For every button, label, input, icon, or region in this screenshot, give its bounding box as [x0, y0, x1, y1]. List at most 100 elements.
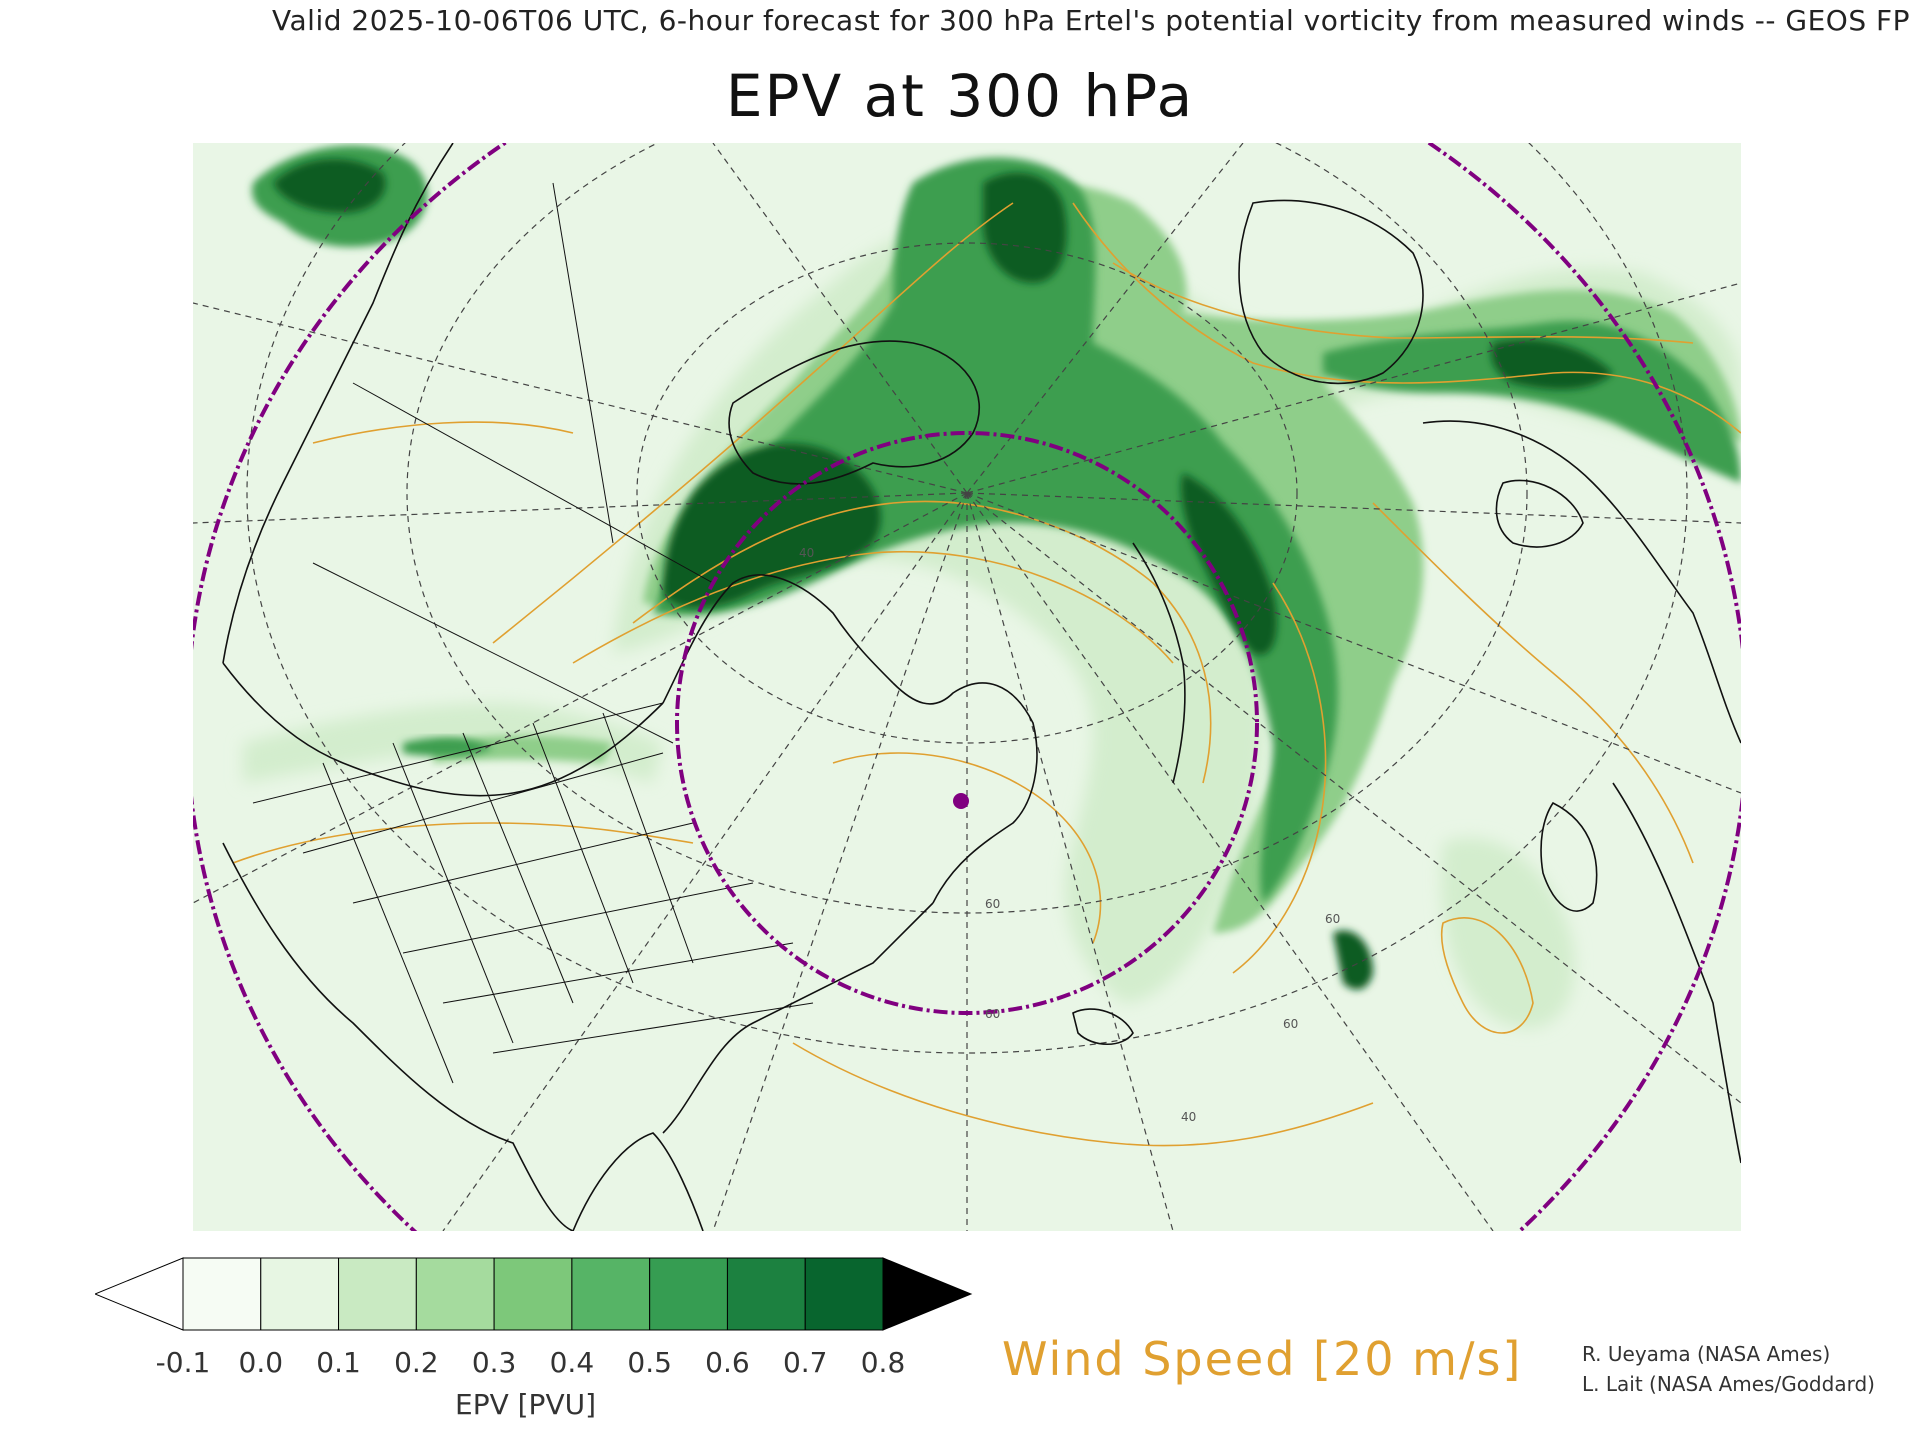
wind-contour — [232, 822, 694, 864]
wind-speed-contours — [232, 202, 1741, 1147]
coastline — [662, 902, 934, 1134]
graticule-line — [442, 492, 968, 1231]
coastlines — [222, 143, 1741, 1231]
wind-contour — [312, 421, 574, 444]
coastline — [1422, 420, 1741, 744]
border-line — [352, 822, 694, 904]
contour-labels: 40 60 60 60 60 40 — [799, 546, 1340, 1124]
coastline — [222, 662, 664, 797]
epv-region — [1491, 339, 1613, 390]
colorbar-tick-label: 0.8 — [860, 1346, 906, 1379]
colorbar-tick-label: 0.5 — [627, 1346, 672, 1379]
colorbar-tick-label: 0.7 — [782, 1346, 828, 1379]
colorbar-cell — [649, 1257, 728, 1331]
graticule-line — [966, 492, 1741, 524]
graticule-line — [636, 242, 1298, 744]
colorbar-tick-labels: -0.1 0.0 0.1 0.2 0.3 0.4 0.5 0.6 0.7 0.8 — [95, 1346, 975, 1386]
wind-contour — [632, 500, 1212, 784]
contour-label: 40 — [1181, 1110, 1196, 1124]
coastline — [662, 574, 894, 704]
contour-label: 60 — [1325, 912, 1340, 926]
graticule-line — [966, 282, 1741, 494]
wind-contour — [1112, 262, 1694, 344]
graticule-line — [246, 143, 1688, 1054]
coastline — [1612, 782, 1741, 1164]
epv-map: 40 60 60 60 60 40 — [193, 143, 1741, 1231]
valid-time-header: Valid 2025-10-06T06 UTC, 6-hour forecast… — [272, 4, 1910, 37]
coastline — [222, 143, 454, 664]
epv-region — [1181, 473, 1277, 655]
wind-speed-legend: Wind Speed [20 m/s] — [1002, 1332, 1523, 1386]
colorbar-label: EPV [PVU] — [455, 1388, 597, 1421]
border-line — [302, 752, 664, 854]
border-line — [442, 942, 794, 1004]
epv-region — [1333, 930, 1373, 990]
contour-label: 60 — [985, 897, 1000, 911]
colorbar-tick-label: 0.0 — [238, 1346, 284, 1379]
colorbar-cells — [182, 1257, 884, 1331]
graticule-line — [193, 492, 968, 904]
border-line — [462, 732, 574, 1004]
border-line — [492, 1002, 814, 1054]
coastline — [892, 682, 1038, 904]
coastline — [1132, 542, 1186, 784]
contour-label: 60 — [1283, 1017, 1298, 1031]
colorbar-cell — [260, 1257, 340, 1331]
graticule-line — [193, 492, 968, 524]
wind-contour — [572, 550, 1174, 664]
colorbar — [95, 1257, 973, 1331]
colorbar-under-arrow — [95, 1257, 184, 1331]
border-line — [352, 382, 714, 584]
wind-contour — [832, 752, 1102, 944]
wind-contour — [1440, 917, 1534, 1034]
location-marker[interactable] — [953, 793, 969, 809]
border-line — [532, 722, 634, 984]
map-svg: 40 60 60 60 60 40 — [193, 143, 1741, 1231]
credit-line: L. Lait (NASA Ames/Goddard) — [1582, 1372, 1875, 1396]
border-line — [322, 762, 454, 1084]
wind-contour — [1072, 202, 1741, 434]
colorbar-tick-label: 0.2 — [394, 1346, 439, 1379]
wind-contour — [792, 1042, 1374, 1147]
graticule-line — [712, 492, 968, 1231]
map-title: EPV at 300 hPa — [725, 62, 1195, 130]
colorbar-cell — [804, 1257, 884, 1331]
colorbar-tick-label: -0.1 — [155, 1346, 211, 1379]
contour-label: 60 — [985, 1007, 1000, 1021]
coastline — [1072, 1008, 1134, 1045]
colorbar-over-arrow — [882, 1257, 973, 1331]
wind-contour — [1372, 502, 1694, 864]
coastline — [728, 340, 981, 485]
epv-region — [983, 172, 1067, 283]
range-ring — [675, 431, 1259, 1015]
border-line — [402, 882, 754, 954]
border-line — [602, 712, 694, 964]
coastline — [1540, 801, 1598, 912]
epv-region — [1441, 837, 1575, 1029]
coastline — [1495, 479, 1584, 548]
coastline — [222, 842, 574, 1231]
contour-label: 40 — [799, 546, 814, 560]
graticule — [193, 143, 1741, 1231]
epv-region — [273, 159, 386, 213]
graticule-line — [966, 492, 1174, 1231]
colorbar-cell — [726, 1257, 806, 1331]
border-line — [552, 182, 614, 544]
colorbar-tick-label: 0.6 — [705, 1346, 750, 1379]
colorbar-cell — [182, 1257, 262, 1331]
graticule-line — [966, 492, 1494, 1231]
border-line — [252, 702, 664, 804]
coastline — [1238, 199, 1424, 385]
coastline — [572, 1132, 704, 1231]
colorbar-cell — [493, 1257, 573, 1331]
credit-line: R. Ueyama (NASA Ames) — [1582, 1342, 1831, 1366]
colorbar-cell — [571, 1257, 651, 1331]
colorbar-cell — [338, 1257, 417, 1331]
border-line — [392, 742, 514, 1044]
range-rings — [193, 143, 1741, 1231]
colorbar-tick-label: 0.4 — [549, 1346, 595, 1379]
colorbar-tick-label: 0.1 — [316, 1346, 361, 1379]
wind-contour — [492, 202, 1014, 644]
graticule-line — [966, 143, 1244, 494]
epv-region — [1323, 321, 1741, 483]
